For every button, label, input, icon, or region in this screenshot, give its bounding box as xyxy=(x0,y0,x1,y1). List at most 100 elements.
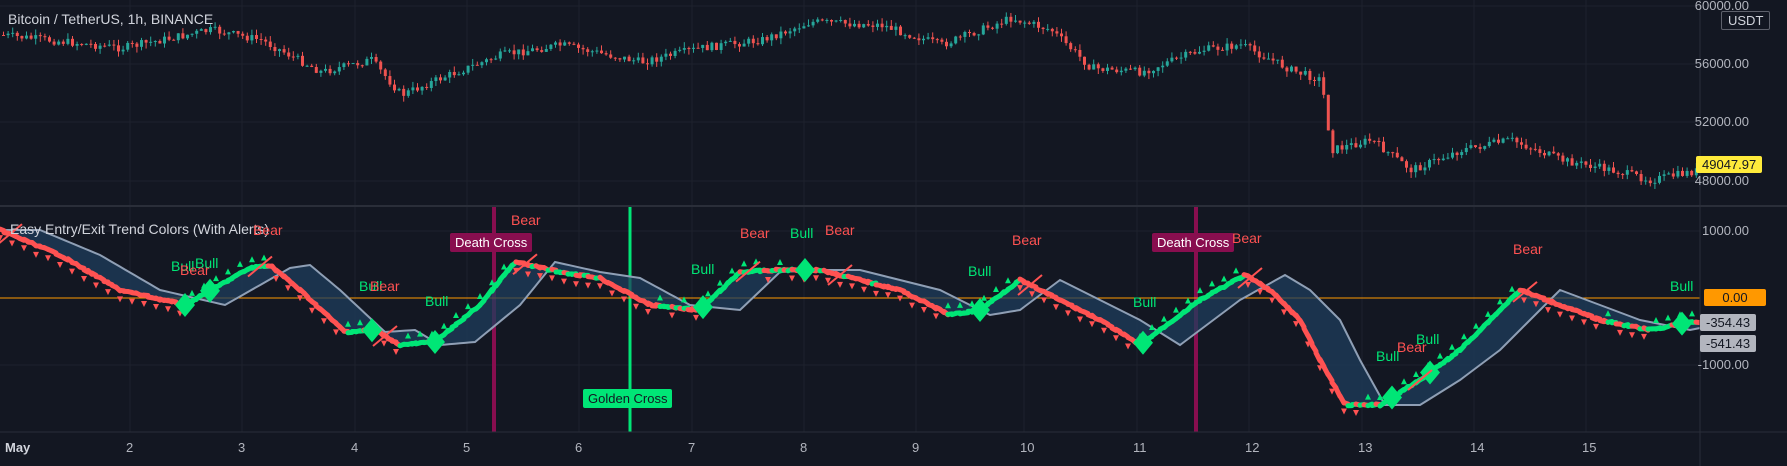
down-triangle-marker xyxy=(1569,315,1575,322)
zero-line-tag: 0.00 xyxy=(1704,289,1766,306)
down-triangle-marker xyxy=(549,275,555,282)
candle-body xyxy=(1087,64,1091,70)
candle-body xyxy=(218,26,222,34)
up-triangle-marker xyxy=(1509,285,1515,292)
indicator-segment xyxy=(1309,342,1319,354)
candle-body xyxy=(273,46,277,52)
candle-body xyxy=(581,47,585,50)
candle-body xyxy=(314,66,318,73)
down-triangle-marker xyxy=(813,275,819,282)
currency-label[interactable]: USDT xyxy=(1721,11,1771,30)
candle-body xyxy=(324,68,327,71)
candle-body xyxy=(954,36,958,44)
trend-band xyxy=(0,229,1701,406)
candle-body xyxy=(701,44,705,48)
down-triangle-marker xyxy=(597,283,603,290)
symbol-title[interactable]: Bitcoin / TetherUS, 1h, BINANCE xyxy=(8,11,214,27)
candle-body xyxy=(1543,152,1546,156)
candle-body xyxy=(908,35,912,38)
candle-body xyxy=(1556,153,1560,156)
candle-body xyxy=(1193,52,1197,54)
candle-body xyxy=(1671,173,1675,177)
candle-body xyxy=(903,35,907,37)
candle-body xyxy=(1294,66,1298,72)
down-triangle-marker xyxy=(321,318,327,325)
candle-body xyxy=(549,44,553,49)
candle-body xyxy=(1349,143,1353,146)
candle-body xyxy=(310,65,314,67)
candle-body xyxy=(618,58,622,60)
down-triangle-marker xyxy=(1041,297,1047,304)
candle-body xyxy=(1405,161,1408,168)
candle-body xyxy=(1198,51,1201,54)
candle-body xyxy=(540,50,544,52)
candle-body xyxy=(1681,170,1684,176)
candle-body xyxy=(1667,173,1671,175)
candle-body xyxy=(204,29,208,33)
candle-body xyxy=(811,21,815,26)
down-triangle-marker xyxy=(1017,285,1023,292)
bear-cross-marker xyxy=(827,264,853,286)
candle-body xyxy=(1000,23,1004,25)
candle-body xyxy=(705,44,709,51)
down-triangle-marker xyxy=(297,295,303,302)
candle-body xyxy=(1248,44,1252,46)
up-triangle-marker xyxy=(1197,287,1203,294)
down-triangle-marker xyxy=(561,278,567,285)
down-triangle-marker xyxy=(1329,388,1335,395)
bull-diamond-marker xyxy=(200,278,220,303)
down-triangle-marker xyxy=(93,282,99,289)
candle-body xyxy=(1612,167,1615,173)
down-triangle-marker xyxy=(393,348,399,355)
bull-signal-label: Bull xyxy=(195,255,219,271)
candle-body xyxy=(199,29,203,31)
candle-body xyxy=(498,51,502,59)
candle-body xyxy=(1372,140,1376,142)
candle-body xyxy=(71,38,74,46)
candle-body xyxy=(1280,59,1284,68)
candle-body xyxy=(337,67,341,72)
candle-body xyxy=(434,77,438,82)
candle-body xyxy=(121,49,125,52)
candle-body xyxy=(747,38,751,44)
candle-body xyxy=(287,52,291,57)
down-triangle-marker xyxy=(81,275,87,282)
candle-body xyxy=(963,32,967,37)
candle-body xyxy=(406,90,410,96)
candle-body xyxy=(563,42,567,46)
bear-cross-marker xyxy=(372,325,398,347)
candle-body xyxy=(715,42,718,50)
candle-body xyxy=(296,55,300,57)
candle-body xyxy=(1239,44,1243,46)
candle-body xyxy=(135,43,139,47)
up-triangle-marker xyxy=(1221,275,1227,282)
up-triangle-marker xyxy=(1437,352,1443,359)
candle-body xyxy=(34,35,38,39)
candle-body xyxy=(728,40,732,42)
indicator-title[interactable]: Easy Entry/Exit Trend Colors (With Alert… xyxy=(10,221,270,237)
candle-body xyxy=(613,57,617,59)
candle-body xyxy=(1317,77,1321,81)
candle-body xyxy=(1386,152,1390,154)
time-label: 14 xyxy=(1470,440,1485,455)
candle-body xyxy=(1069,43,1073,50)
down-triangle-marker xyxy=(1617,329,1623,336)
candle-body xyxy=(291,56,295,58)
down-triangle-marker xyxy=(1089,321,1095,328)
candle-body xyxy=(1648,180,1652,184)
bull-diamond-marker xyxy=(795,258,815,282)
down-triangle-marker xyxy=(537,273,543,280)
candle-body xyxy=(1078,49,1082,57)
time-label: 12 xyxy=(1245,440,1260,455)
down-triangle-marker xyxy=(1341,408,1347,415)
candle-body xyxy=(29,35,33,39)
candle-body xyxy=(2,35,5,36)
candle-body xyxy=(1340,145,1344,150)
down-triangle-marker xyxy=(693,314,699,321)
candle-body xyxy=(1570,158,1574,166)
candle-body xyxy=(995,23,999,29)
candle-body xyxy=(388,76,392,85)
candle-body xyxy=(742,43,746,47)
candle-body xyxy=(1032,21,1036,24)
